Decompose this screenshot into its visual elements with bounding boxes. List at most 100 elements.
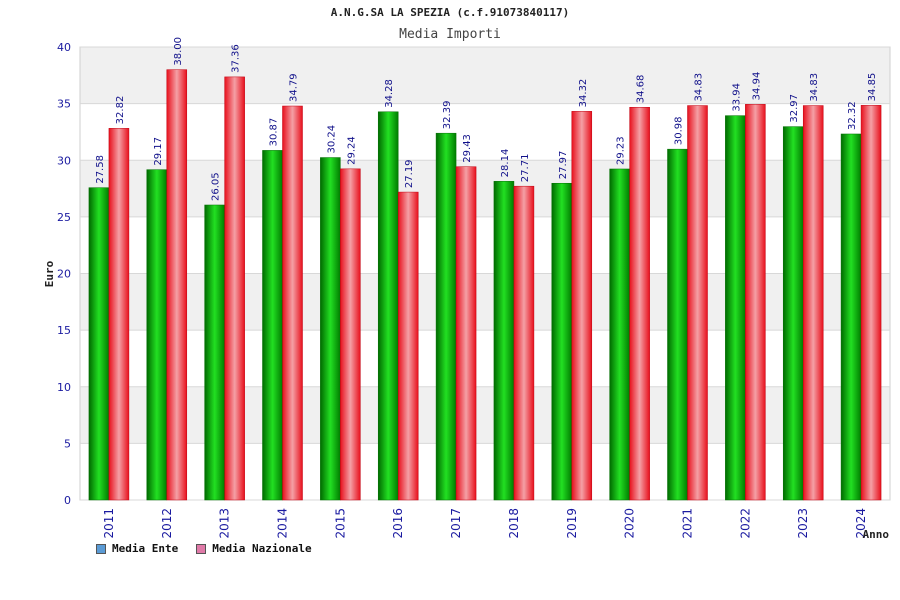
plot-band: [80, 103, 890, 161]
data-label: 34.85: [867, 73, 878, 102]
x-tick-label: 2012: [160, 508, 174, 539]
plot-band: [80, 47, 890, 104]
data-label: 27.19: [404, 159, 415, 188]
legend: Media Ente Media Nazionale: [96, 542, 312, 555]
bar-media-ente-2013: [204, 204, 225, 501]
data-label: 34.28: [384, 79, 395, 108]
bar-media-ente-2017: [435, 132, 457, 501]
data-label: 34.79: [289, 73, 300, 102]
y-tick-label: 15: [57, 324, 71, 337]
data-label: 30.98: [674, 117, 685, 146]
y-tick-label: 0: [64, 494, 71, 507]
y-tick-label: 5: [64, 437, 71, 450]
bar-media-nazionale-2014: [282, 105, 303, 501]
plot-band: [80, 216, 890, 274]
bar-media-nazionale-2023: [802, 105, 824, 501]
data-label: 27.58: [95, 155, 106, 184]
x-tick-label: 2018: [507, 508, 521, 539]
x-tick-label: 2023: [796, 508, 810, 539]
chart-title: A.N.G.SA LA SPEZIA (c.f.91073840117): [331, 6, 569, 19]
x-tick-label: 2024: [854, 508, 868, 539]
legend-swatch-media-nazionale: [196, 543, 207, 554]
data-label: 34.68: [636, 75, 647, 104]
x-tick-label: 2015: [333, 508, 347, 539]
bar-media-ente-2024: [840, 133, 862, 501]
bar-media-ente-2019: [551, 182, 573, 501]
data-label: 27.97: [558, 151, 569, 180]
data-label: 29.17: [153, 137, 164, 166]
bar-media-nazionale-2013: [224, 76, 245, 501]
data-label: 34.83: [809, 73, 820, 102]
chart-subtitle: Media Importi: [399, 27, 501, 42]
y-tick-label: 30: [57, 154, 71, 167]
bar-media-ente-2016: [377, 111, 399, 501]
plot-band: [80, 273, 890, 331]
data-label: 26.05: [211, 172, 222, 201]
x-tick-label: 2013: [218, 508, 232, 539]
bar-media-ente-2014: [262, 150, 283, 501]
plot-band: [80, 443, 890, 500]
y-tick-label: 10: [57, 381, 71, 394]
bar-media-nazionale-2019: [571, 111, 593, 501]
data-label: 27.71: [520, 154, 531, 183]
x-tick-label: 2014: [276, 508, 290, 539]
legend-item-media-nazionale: Media Nazionale: [196, 542, 312, 555]
data-label: 30.87: [269, 118, 280, 147]
bar-media-ente-2015: [320, 157, 341, 501]
bar-media-ente-2022: [725, 115, 746, 501]
data-label: 32.32: [847, 101, 858, 130]
bar-media-nazionale-2021: [687, 105, 708, 501]
bar-media-ente-2012: [146, 169, 168, 501]
y-axis-ticks: 0 5 10 15 20 25 30 35 40: [57, 41, 71, 507]
data-label: 30.24: [326, 125, 337, 154]
bar-media-ente-2011: [88, 187, 110, 501]
legend-swatch-media-ente: [96, 543, 106, 554]
bar-media-nazionale-2016: [397, 191, 419, 501]
data-label: 29.43: [462, 134, 473, 163]
x-tick-label: 2020: [623, 508, 637, 539]
data-label: 33.94: [731, 83, 742, 112]
x-tick-label: 2017: [449, 508, 463, 539]
bars: [88, 69, 882, 501]
bar-media-ente-2018: [493, 181, 515, 501]
x-tick-label: 2011: [102, 508, 116, 539]
bar-media-nazionale-2022: [745, 104, 766, 501]
bar-media-nazionale-2012: [166, 69, 188, 501]
value-labels: 27.58 32.82 29.17 38.00 26.05 37.36 30.87 34.79…: [95, 37, 878, 201]
data-label: 29.23: [616, 136, 627, 165]
data-label: 32.39: [442, 101, 453, 130]
plot-band: [80, 330, 890, 387]
plot-band: [80, 386, 890, 444]
bar-media-nazionale-2015: [340, 168, 361, 501]
data-label: 28.14: [500, 149, 511, 178]
bar-media-ente-2021: [667, 148, 688, 501]
x-tick-label: 2019: [565, 508, 579, 539]
x-axis-label: Anno: [863, 528, 890, 541]
bar-media-nazionale-2011: [108, 128, 130, 501]
y-tick-label: 20: [57, 268, 71, 281]
data-label: 34.83: [694, 73, 705, 102]
data-label: 29.24: [346, 136, 357, 165]
bar-media-ente-2023: [782, 126, 804, 501]
data-label: 34.32: [578, 79, 589, 108]
y-tick-label: 25: [57, 211, 71, 224]
bar-media-ente-2020: [609, 168, 630, 501]
x-tick-label: 2022: [738, 508, 752, 539]
data-label: 34.94: [751, 72, 762, 101]
x-tick-label: 2016: [391, 508, 405, 539]
legend-label-media-nazionale: Media Nazionale: [212, 542, 312, 555]
bar-media-nazionale-2017: [455, 166, 477, 501]
bar-media-nazionale-2024: [860, 105, 882, 501]
y-tick-label: 40: [57, 41, 71, 54]
bar-media-nazionale-2020: [629, 106, 650, 501]
x-axis-ticks: 2011 2012 2013 2014 2015 2016 2017 2018 2019 2020…: [102, 508, 868, 539]
data-label: 32.82: [115, 96, 126, 125]
legend-label-media-ente: Media Ente: [112, 542, 179, 555]
y-tick-label: 35: [57, 98, 71, 111]
data-label: 32.97: [789, 94, 800, 123]
data-label: 37.36: [231, 44, 242, 73]
plot-band: [80, 160, 890, 217]
x-tick-label: 2021: [681, 508, 695, 539]
y-axis-label: Euro: [43, 260, 56, 287]
